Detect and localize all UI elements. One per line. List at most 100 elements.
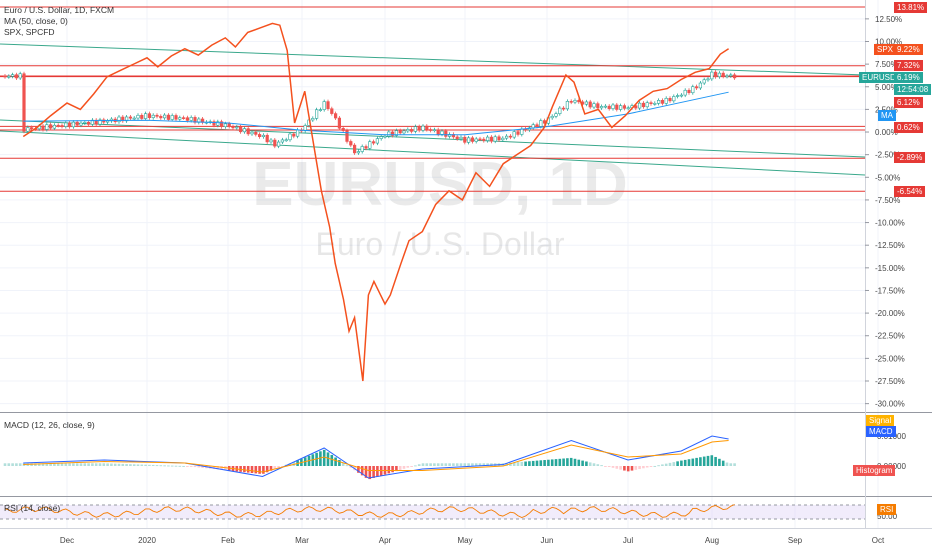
macd-histogram-bar	[398, 466, 402, 470]
symbol-legend[interactable]: Euro / U.S. Dollar, 1D, FXCM	[4, 5, 115, 15]
eurusd-candle	[79, 122, 83, 126]
macd-histogram-bar	[281, 466, 284, 467]
tag-0-62: 0.62%	[894, 122, 923, 133]
macd-histogram-bar	[186, 466, 189, 467]
macd-histogram-bar	[421, 463, 425, 466]
eurusd-candle	[428, 129, 433, 131]
eurusd-candle	[60, 125, 64, 127]
macd-histogram-bar	[683, 459, 687, 466]
eurusd-candle	[284, 139, 288, 142]
eurusd-candle	[569, 101, 573, 103]
eurusd-candle	[387, 131, 391, 137]
macd-histogram-bar	[452, 463, 455, 466]
rsi-legend[interactable]: RSI (14, close)	[4, 503, 61, 513]
macd-histogram-bar	[239, 466, 242, 472]
macd-histogram-bar	[566, 458, 569, 466]
eurusd-candle	[87, 122, 91, 125]
macd-histogram-bar	[72, 463, 75, 466]
macd-histogram-bar	[41, 463, 45, 466]
macd-histogram-bar	[64, 463, 68, 466]
price-axis-tick: -10.00%	[875, 219, 905, 228]
eurusd-candle	[14, 74, 19, 79]
eurusd-candle	[702, 79, 706, 84]
macd-histogram-bar	[364, 466, 368, 478]
macd-histogram-bar	[433, 463, 436, 466]
tag-countdown: 12:54:08	[894, 84, 932, 95]
macd-histogram-bar	[676, 461, 679, 466]
macd-histogram-bar	[463, 463, 467, 466]
macd-histogram-bar	[588, 462, 592, 466]
eurusd-candle	[368, 141, 372, 149]
rsi-axis-tick: 50.00	[877, 512, 898, 521]
eurusd-candle	[440, 130, 444, 135]
eurusd-candle	[288, 133, 292, 141]
eurusd-candle	[254, 131, 258, 135]
trend-line-lower	[0, 130, 866, 176]
ma-legend[interactable]: MA (50, close, 0)	[4, 16, 68, 26]
eurusd-candle	[592, 103, 596, 108]
macd-histogram-bar	[216, 466, 220, 470]
macd-histogram-bar	[467, 463, 470, 466]
macd-histogram-bar	[136, 464, 140, 466]
macd-histogram-bar	[368, 466, 372, 480]
spx-legend[interactable]: SPX, SPCFD	[4, 27, 55, 37]
eurusd-candle	[227, 123, 231, 127]
macd-histogram-bar	[615, 466, 619, 469]
eurusd-candle	[75, 121, 79, 126]
eurusd-candle	[337, 117, 342, 129]
macd-histogram-bar	[243, 466, 246, 473]
time-axis-label-dec: Dec	[60, 536, 74, 545]
eurusd-candle	[48, 124, 53, 129]
eurusd-candle	[565, 101, 569, 110]
eurusd-candle	[637, 102, 642, 109]
eurusd-candle	[90, 119, 94, 125]
tag-spx-name: SPX	[874, 44, 897, 55]
eurusd-candle	[713, 71, 718, 78]
macd-histogram-bar	[585, 461, 588, 466]
eurusd-candle	[383, 135, 387, 138]
eurusd-candle	[516, 131, 520, 135]
eurusd-candle	[3, 75, 7, 78]
eurusd-candle	[261, 134, 266, 138]
eurusd-candle	[698, 82, 702, 89]
macd-histogram-bar	[387, 466, 391, 474]
time-axis-label-aug: Aug	[705, 536, 719, 545]
macd-histogram-bar	[189, 466, 193, 467]
macd-legend[interactable]: MACD (12, 26, close, 9)	[4, 420, 95, 430]
eurusd-candle	[132, 117, 136, 120]
eurusd-candle	[147, 113, 152, 118]
time-axis-label-oct: Oct	[872, 536, 885, 545]
macd-histogram-bar	[440, 463, 444, 466]
price-axis-tick: -27.50%	[875, 377, 905, 386]
eurusd-candle	[641, 102, 645, 108]
eurusd-candle	[163, 114, 167, 119]
macd-histogram-bar	[520, 461, 524, 466]
eurusd-candle	[406, 129, 410, 132]
macd-histogram-bar	[657, 465, 660, 467]
macd-histogram-bar	[417, 464, 421, 466]
eurusd-candle	[246, 128, 250, 135]
macd-histogram-bar	[254, 466, 258, 474]
eurusd-candle	[421, 125, 425, 131]
macd-histogram-bar	[455, 463, 459, 466]
time-axis-label-apr: Apr	[379, 536, 392, 545]
eurusd-candle	[18, 73, 22, 79]
eurusd-candle	[687, 89, 691, 94]
macd-histogram-bar	[619, 466, 622, 470]
macd-histogram-bar	[178, 465, 182, 467]
eurusd-candle	[352, 144, 357, 154]
eurusd-candle	[231, 126, 235, 129]
eurusd-candle	[83, 122, 87, 124]
tag-macd: MACD	[866, 426, 896, 437]
macd-histogram-bar	[117, 463, 121, 466]
macd-histogram-bar	[376, 466, 379, 477]
macd-histogram-bar	[490, 463, 493, 466]
macd-histogram-bar	[121, 463, 125, 466]
time-axis-label-mar: Mar	[295, 536, 309, 545]
eurusd-candle	[706, 78, 710, 81]
macd-histogram-bar	[3, 463, 7, 466]
macd-histogram-bar	[459, 463, 463, 466]
eurusd-candle	[56, 124, 60, 127]
eurusd-candle	[220, 121, 224, 128]
tag-spx-value: 9.22%	[894, 44, 923, 55]
